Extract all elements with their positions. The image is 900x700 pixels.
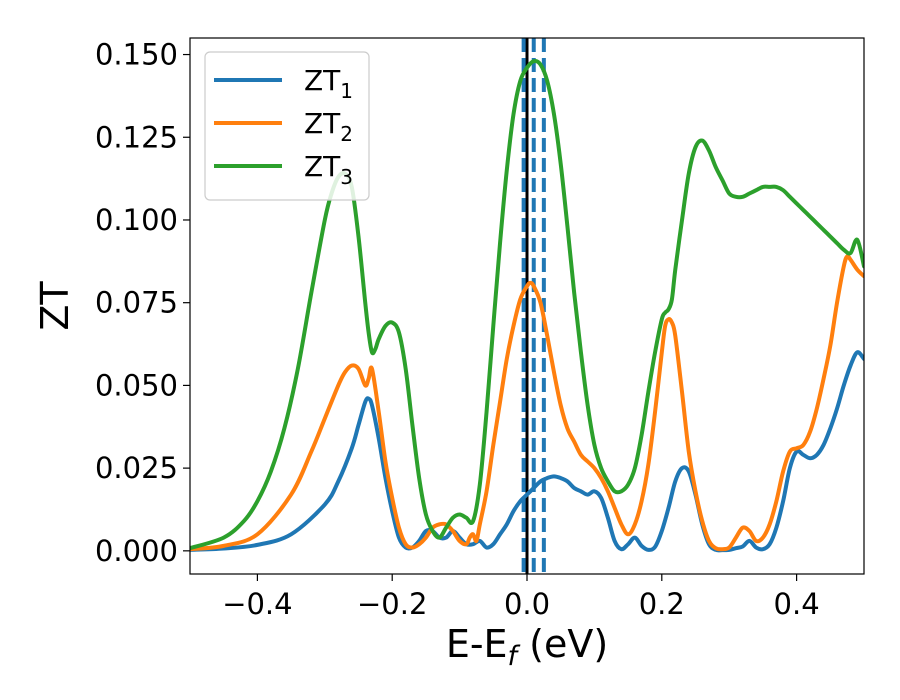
legend: ZT1 ZT2 ZT3 — [204, 51, 370, 201]
x-tick-label: 0.0 — [504, 587, 550, 621]
y-tick-label: 0.100 — [95, 203, 178, 237]
x-tick-label: 0.2 — [639, 587, 685, 621]
y-tick-label: 0.025 — [95, 451, 178, 485]
y-tick-label: 0.150 — [95, 38, 178, 72]
series-line-zt2 — [190, 254, 864, 552]
vertical-reference-lines — [521, 38, 546, 574]
series-line-zt3 — [190, 58, 864, 551]
legend-label-zt3: ZT3 — [304, 150, 353, 189]
x-axis-label: E-Ef (eV) — [446, 622, 608, 672]
x-tick-label: −0.4 — [222, 587, 292, 621]
legend-frame — [204, 51, 370, 201]
y-tick-label: 0.125 — [95, 120, 178, 154]
x-tick-label: −0.2 — [357, 587, 427, 621]
series-lines — [190, 58, 864, 553]
y-axis-label: ZT — [33, 281, 77, 331]
x-axis-ticks: −0.4 −0.2 0.0 0.2 0.4 — [222, 574, 820, 621]
y-axis-ticks: 0.000 0.025 0.050 0.075 0.100 0.125 0.150 — [95, 38, 190, 568]
y-tick-label: 0.050 — [95, 368, 178, 402]
x-tick-label: 0.4 — [774, 587, 820, 621]
y-tick-label: 0.075 — [95, 286, 178, 320]
legend-label-zt1: ZT1 — [304, 64, 353, 103]
series-line-zt1 — [190, 350, 864, 553]
legend-label-zt2: ZT2 — [304, 107, 353, 146]
y-tick-label: 0.000 — [95, 534, 178, 568]
x-axis-label-unit: (eV) — [517, 622, 608, 666]
